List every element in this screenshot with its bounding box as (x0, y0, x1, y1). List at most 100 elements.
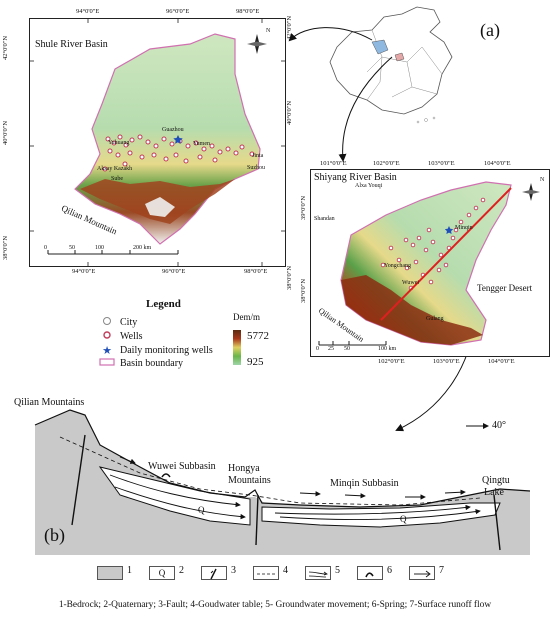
key-label-3: 3 (231, 565, 236, 576)
key-spring-swatch (357, 566, 383, 580)
shiyang-lat-left-1: 39°0'0"N (300, 195, 307, 220)
china-shule-highlight (371, 39, 389, 55)
shiyang-north-arrow (522, 183, 540, 201)
shule-scale-200: 200 km (133, 245, 152, 251)
shule-lon-bottom-3: 98°0'0"E (244, 268, 268, 275)
fault-icon (210, 568, 217, 580)
key-label-2: 2 (179, 565, 184, 576)
shule-map (30, 19, 285, 266)
quaternary-wuwei (98, 466, 251, 526)
legend-monitoring-label: Daily monitoring wells (120, 345, 213, 356)
key-runoff-swatch (409, 566, 435, 580)
shule-place-yumen: Yumen (193, 141, 210, 147)
boundary-icon (98, 358, 116, 369)
surface-runoff (119, 456, 466, 500)
panel-label-b: (b) (44, 525, 65, 545)
shiyang-map-frame (310, 169, 550, 357)
runoff-arrow-icon (414, 570, 431, 578)
china-islands (416, 116, 436, 124)
symbol-key: 1 Q 2 3 4 5 6 7 (97, 564, 497, 580)
key-watertable-swatch (253, 566, 279, 580)
cross-section (34, 409, 531, 555)
shiyang-lon-bottom-4: 104°0'0"E (488, 358, 515, 365)
section-minqin-label: Minqin Subbasin (330, 478, 399, 489)
shiyang-lon-top-3: 103°0'0"E (428, 160, 455, 167)
ground-surface (34, 409, 531, 508)
dem-max: 5772 (247, 330, 269, 342)
section-q-label-2: Q (400, 514, 407, 524)
shiyang-scale-0: 0 (316, 346, 319, 352)
shiyang-place-minqin: Minqin (455, 225, 473, 231)
shule-lon-top-3: 98°0'0"E (236, 8, 260, 15)
shiyang-place-gulang: Gulang (426, 316, 444, 322)
shiyang-profile-line (380, 187, 512, 321)
shule-place-jinta: Jinta (252, 153, 264, 159)
key-fault-swatch (201, 566, 227, 580)
groundwater-flow-icon (308, 571, 328, 578)
shiyang-scale-bar (318, 341, 387, 346)
panel-label-a: (a) (480, 20, 500, 40)
shiyang-scale-100: 100 km (378, 346, 397, 352)
china-outline (329, 6, 453, 115)
shule-title: Shule River Basin (35, 39, 108, 50)
spring-icon (365, 572, 374, 578)
key-q-text: Q (158, 568, 166, 578)
legend-item-monitoring: ★ Daily monitoring wells (98, 344, 213, 357)
section-qilian-label: Qilian Mountains (14, 397, 85, 408)
shiyang-lon-bottom-3: 103°0'0"E (433, 358, 460, 365)
key-label-7: 7 (439, 565, 444, 576)
shiyang-map (318, 181, 540, 346)
legend-item-boundary: Basin boundary (98, 358, 183, 369)
shiyang-place-wuwei: Wuwei (402, 280, 420, 286)
section-qingtu-label-1: Qingtu (482, 475, 510, 486)
legend-wells-label: Wells (120, 331, 143, 342)
shule-lon-top-2: 96°0'0"E (166, 8, 190, 15)
dem-min: 925 (247, 356, 264, 368)
china-inset-map (329, 6, 453, 124)
faults (71, 434, 501, 551)
section-wuwei-label: Wuwei Subbasin (148, 461, 216, 472)
shiyang-lon-top-4: 104°0'0"E (484, 160, 511, 167)
spring-symbol (161, 473, 171, 478)
arrow-to-shiyang (338, 56, 393, 162)
shule-north-arrow (247, 34, 267, 54)
section-direction-label: 40° (492, 420, 506, 431)
shiyang-scale-50: 50 (344, 346, 350, 352)
section-hongya-label-1: Hongya (228, 463, 260, 474)
china-provinces (366, 29, 443, 101)
star-icon: ★ (102, 345, 112, 357)
quaternary-minqin (261, 502, 501, 528)
shiyang-lat-left-2: 38°0'0"N (300, 278, 307, 303)
key-label-4: 4 (283, 565, 288, 576)
key-quaternary-swatch: Q (149, 566, 175, 580)
bedrock-fill (35, 410, 530, 555)
shule-place-yuhuang: Yuhuang (108, 140, 130, 146)
shule-lon-top-1: 94°0'0"E (76, 8, 100, 15)
shule-place-suzhou: Suzhou (247, 165, 265, 171)
shule-place-akesai: Aksay Kazakh (97, 166, 133, 172)
section-hongya-label-2: Mountains (228, 475, 271, 486)
shule-scale-bar (47, 250, 179, 255)
key-label-5: 5 (335, 565, 340, 576)
china-shiyang-highlight (394, 52, 405, 62)
shiyang-monitoring-well (444, 226, 454, 234)
key-bedrock-swatch (97, 566, 123, 580)
shiyang-north-label: N (540, 177, 545, 183)
shule-wells (102, 134, 255, 172)
shule-scale-50: 50 (69, 245, 75, 251)
section-qingtu-label-2: Lake (484, 487, 504, 498)
legend-boundary-label: Basin boundary (120, 358, 184, 369)
dem-colorbar (233, 330, 241, 365)
shiyang-title: Shiyang River Basin (314, 172, 397, 183)
shiyang-place-shandan: Shandan (314, 216, 335, 222)
section-q-label-1: Q (198, 505, 205, 515)
legend-item-wells: Wells (98, 330, 143, 343)
key-label-1: 1 (127, 565, 132, 576)
shule-map-frame (29, 18, 286, 267)
water-table (59, 436, 481, 506)
shule-graticule-ticks (30, 19, 285, 266)
shiyang-scale-25: 25 (328, 346, 334, 352)
city-icon (98, 316, 116, 329)
shule-place-guazhou: Guazhou (162, 127, 184, 133)
shiyang-lon-top-2: 102°0'0"E (373, 160, 400, 167)
